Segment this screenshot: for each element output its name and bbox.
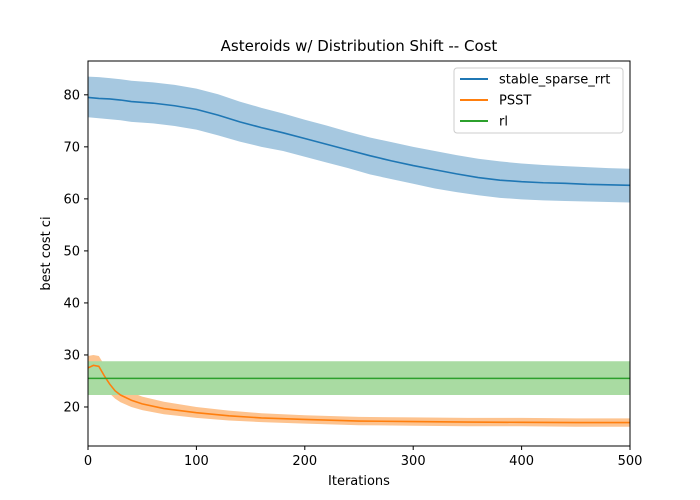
series-lines [87,96,631,424]
y-axis: 20 30 40 50 60 70 80 [63,88,88,415]
x-tick-label: 500 [618,454,643,469]
y-tick-label: 60 [63,192,80,207]
x-tick-label: 400 [509,454,534,469]
x-tick-label: 200 [292,454,317,469]
x-axis: 0 100 200 300 400 500 [84,446,643,469]
x-tick-label: 100 [184,454,209,469]
x-tick-label: 0 [84,454,92,469]
legend-label-rl: rl [499,115,508,130]
stable-sparse-rrt-band [88,76,630,203]
y-tick-label: 20 [63,400,80,415]
y-tick-label: 70 [63,140,80,155]
legend-label-stable-sparse-rrt: stable_sparse_rrt [499,73,610,88]
psst-line [87,364,630,424]
x-axis-label: Iterations [328,474,390,489]
legend-label-psst: PSST [499,94,531,109]
chart-title: Asteroids w/ Distribution Shift -- Cost [221,37,498,55]
y-axis-label: best cost ci [39,216,54,290]
y-tick-label: 30 [63,348,80,363]
psst-band [88,354,630,427]
legend-box [453,67,624,134]
x-tick-label: 300 [401,454,426,469]
stable-sparse-rrt-line [87,96,631,187]
plot-frame [87,60,631,447]
legend: stable_sparse_rrt PSST rl [453,67,624,134]
y-tick-label: 40 [63,296,80,311]
y-tick-label: 80 [63,88,80,103]
y-tick-label: 50 [63,244,80,259]
